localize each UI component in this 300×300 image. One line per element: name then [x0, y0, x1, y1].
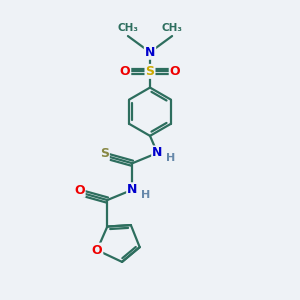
Text: O: O — [92, 244, 102, 256]
Text: N: N — [127, 183, 137, 196]
Text: H: H — [141, 190, 150, 200]
Text: S: S — [146, 65, 154, 78]
Text: O: O — [170, 65, 180, 78]
Text: CH₃: CH₃ — [117, 22, 138, 32]
Text: N: N — [152, 146, 163, 159]
Text: O: O — [74, 184, 85, 197]
Text: O: O — [120, 65, 130, 78]
Text: H: H — [166, 153, 175, 163]
Text: S: S — [100, 147, 109, 160]
Text: N: N — [145, 46, 155, 59]
Text: CH₃: CH₃ — [162, 22, 183, 32]
